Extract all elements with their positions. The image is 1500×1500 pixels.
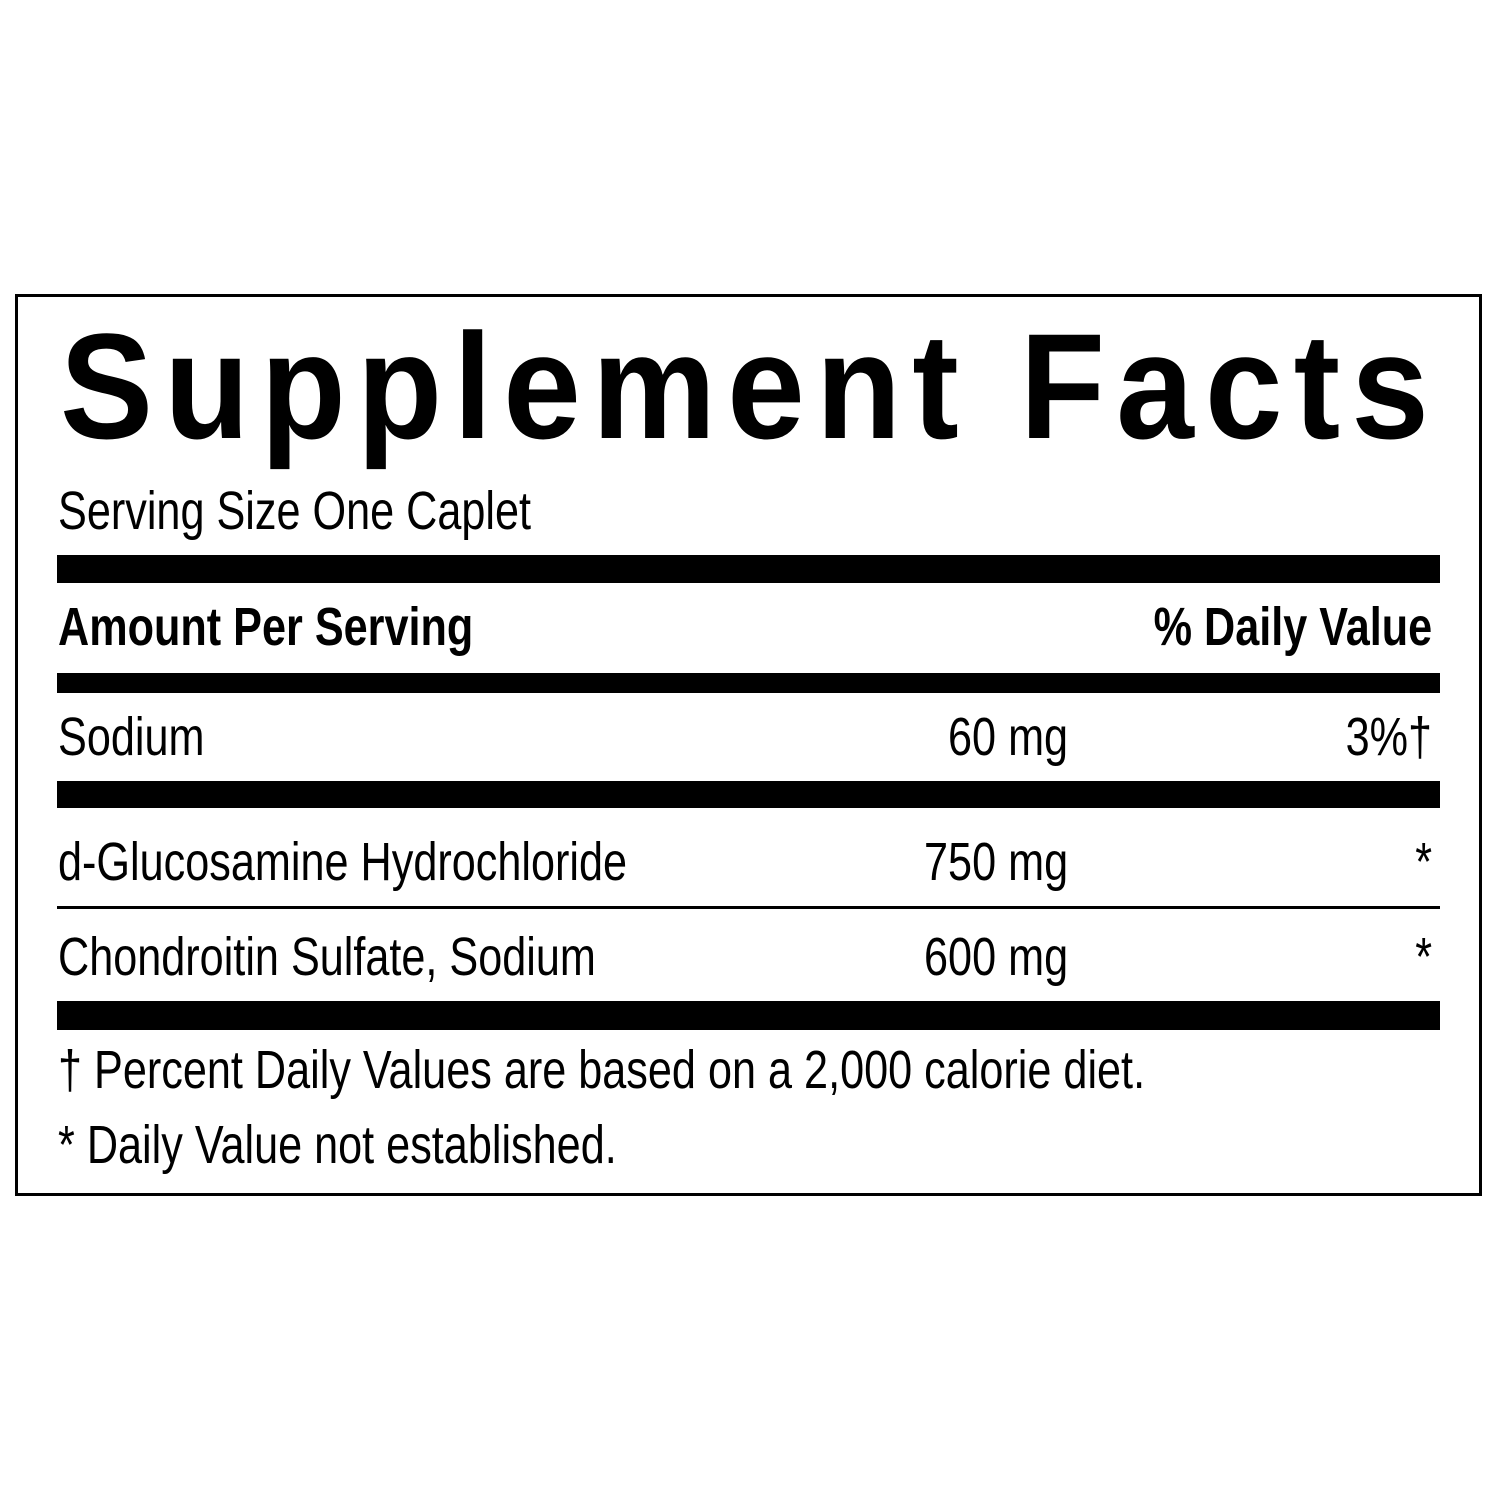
row-dv: * [1415, 927, 1432, 987]
divider-thick [57, 781, 1440, 808]
divider-thick [57, 1001, 1440, 1030]
divider-thick [57, 555, 1440, 583]
row-dv: * [1415, 832, 1432, 892]
divider-thin [57, 906, 1440, 909]
amount-per-serving-header: Amount Per Serving [58, 597, 474, 657]
footnote-dv-not-established: * Daily Value not established. [58, 1115, 617, 1175]
row-name: Sodium [58, 707, 205, 767]
serving-size: Serving Size One Caplet [58, 481, 532, 541]
row-amount: 600 mg [923, 927, 1068, 987]
row-amount: 750 mg [923, 832, 1068, 892]
row-name: d-Glucosamine Hydrochloride [58, 832, 628, 892]
daily-value-header: % Daily Value [1153, 597, 1432, 657]
title: Supplement Facts [60, 302, 1441, 470]
row-amount: 60 mg [947, 707, 1068, 767]
supplement-facts-panel [15, 294, 1482, 1196]
row-dv: 3%† [1345, 707, 1432, 767]
row-name: Chondroitin Sulfate, Sodium [58, 927, 596, 987]
footnote-percent-dv: † Percent Daily Values are based on a 2,… [58, 1040, 1146, 1100]
divider-medium [57, 673, 1440, 693]
